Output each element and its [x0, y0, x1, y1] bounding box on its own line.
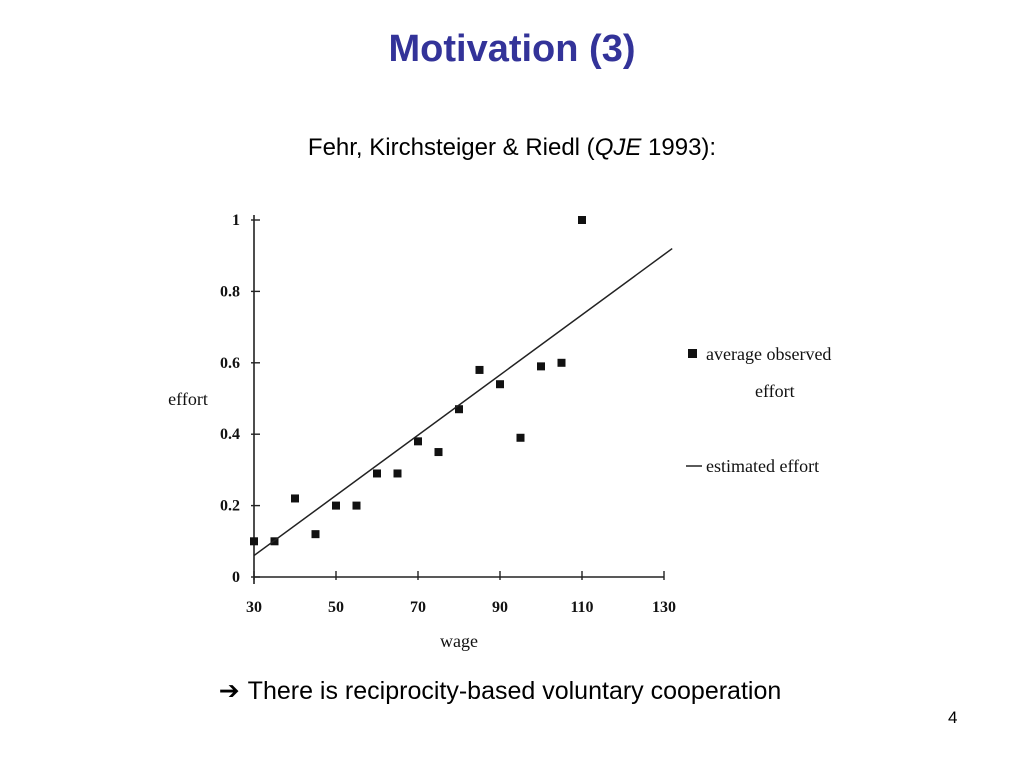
y-tick-label: 0.2: [220, 498, 240, 515]
arrow-right-icon: ➔: [218, 676, 240, 705]
conclusion-text: There is reciprocity-based voluntary coo…: [247, 677, 782, 705]
observed-effort-point: [352, 501, 361, 510]
x-tick-label: 110: [570, 599, 593, 616]
observed-effort-point: [393, 469, 402, 478]
x-tick-label: 30: [246, 599, 262, 616]
observed-effort-point: [578, 216, 586, 224]
slide-title: Motivation (3): [388, 28, 636, 70]
observed-effort-point: [496, 380, 504, 389]
observed-effort-point: [332, 501, 340, 510]
x-tick-label: 70: [410, 599, 426, 616]
x-tick-label: 90: [492, 599, 508, 616]
x-tick-label: 130: [652, 599, 676, 616]
observed-effort-point: [557, 358, 566, 367]
x-tick-label: 50: [328, 599, 344, 616]
observed-effort-point: [455, 405, 463, 414]
y-tick-label: 0: [232, 569, 240, 586]
conclusion: ➔ There is reciprocity-based voluntary co…: [0, 676, 1000, 706]
legend-label: estimated effort: [706, 456, 819, 476]
y-tick-label: 0.6: [220, 355, 240, 372]
y-axis-title: effort: [168, 389, 208, 409]
observed-effort-point: [414, 437, 422, 446]
page-number: 4: [948, 708, 958, 727]
chart-marks: [250, 216, 673, 557]
observed-effort-point: [250, 537, 258, 546]
legend-label: average observed: [706, 344, 831, 364]
observed-effort-point: [516, 433, 525, 442]
observed-effort-point: [291, 494, 299, 503]
y-tick-label: 1: [232, 212, 240, 229]
observed-effort-point: [475, 365, 484, 374]
citation-journal: QJE: [594, 134, 642, 161]
observed-effort-point: [537, 362, 545, 371]
y-tick-label: 0.4: [220, 426, 240, 443]
citation-authors: Fehr, Kirchsteiger & Riedl (: [307, 134, 595, 161]
legend-square-marker: [688, 349, 697, 358]
citation: Fehr, Kirchsteiger & Riedl (QJE 1993):: [0, 134, 1024, 162]
observed-effort-point: [373, 469, 381, 478]
citation-year: 1993):: [641, 134, 717, 161]
chart-legend: average observed effort estimated effort: [686, 344, 831, 476]
y-tick-label: 0.8: [220, 283, 240, 300]
x-axis-title: wage: [440, 631, 478, 651]
estimated-effort-line: [253, 247, 673, 557]
legend-label: effort: [755, 381, 795, 401]
observed-effort-point: [434, 448, 443, 457]
observed-effort-point: [311, 530, 320, 539]
